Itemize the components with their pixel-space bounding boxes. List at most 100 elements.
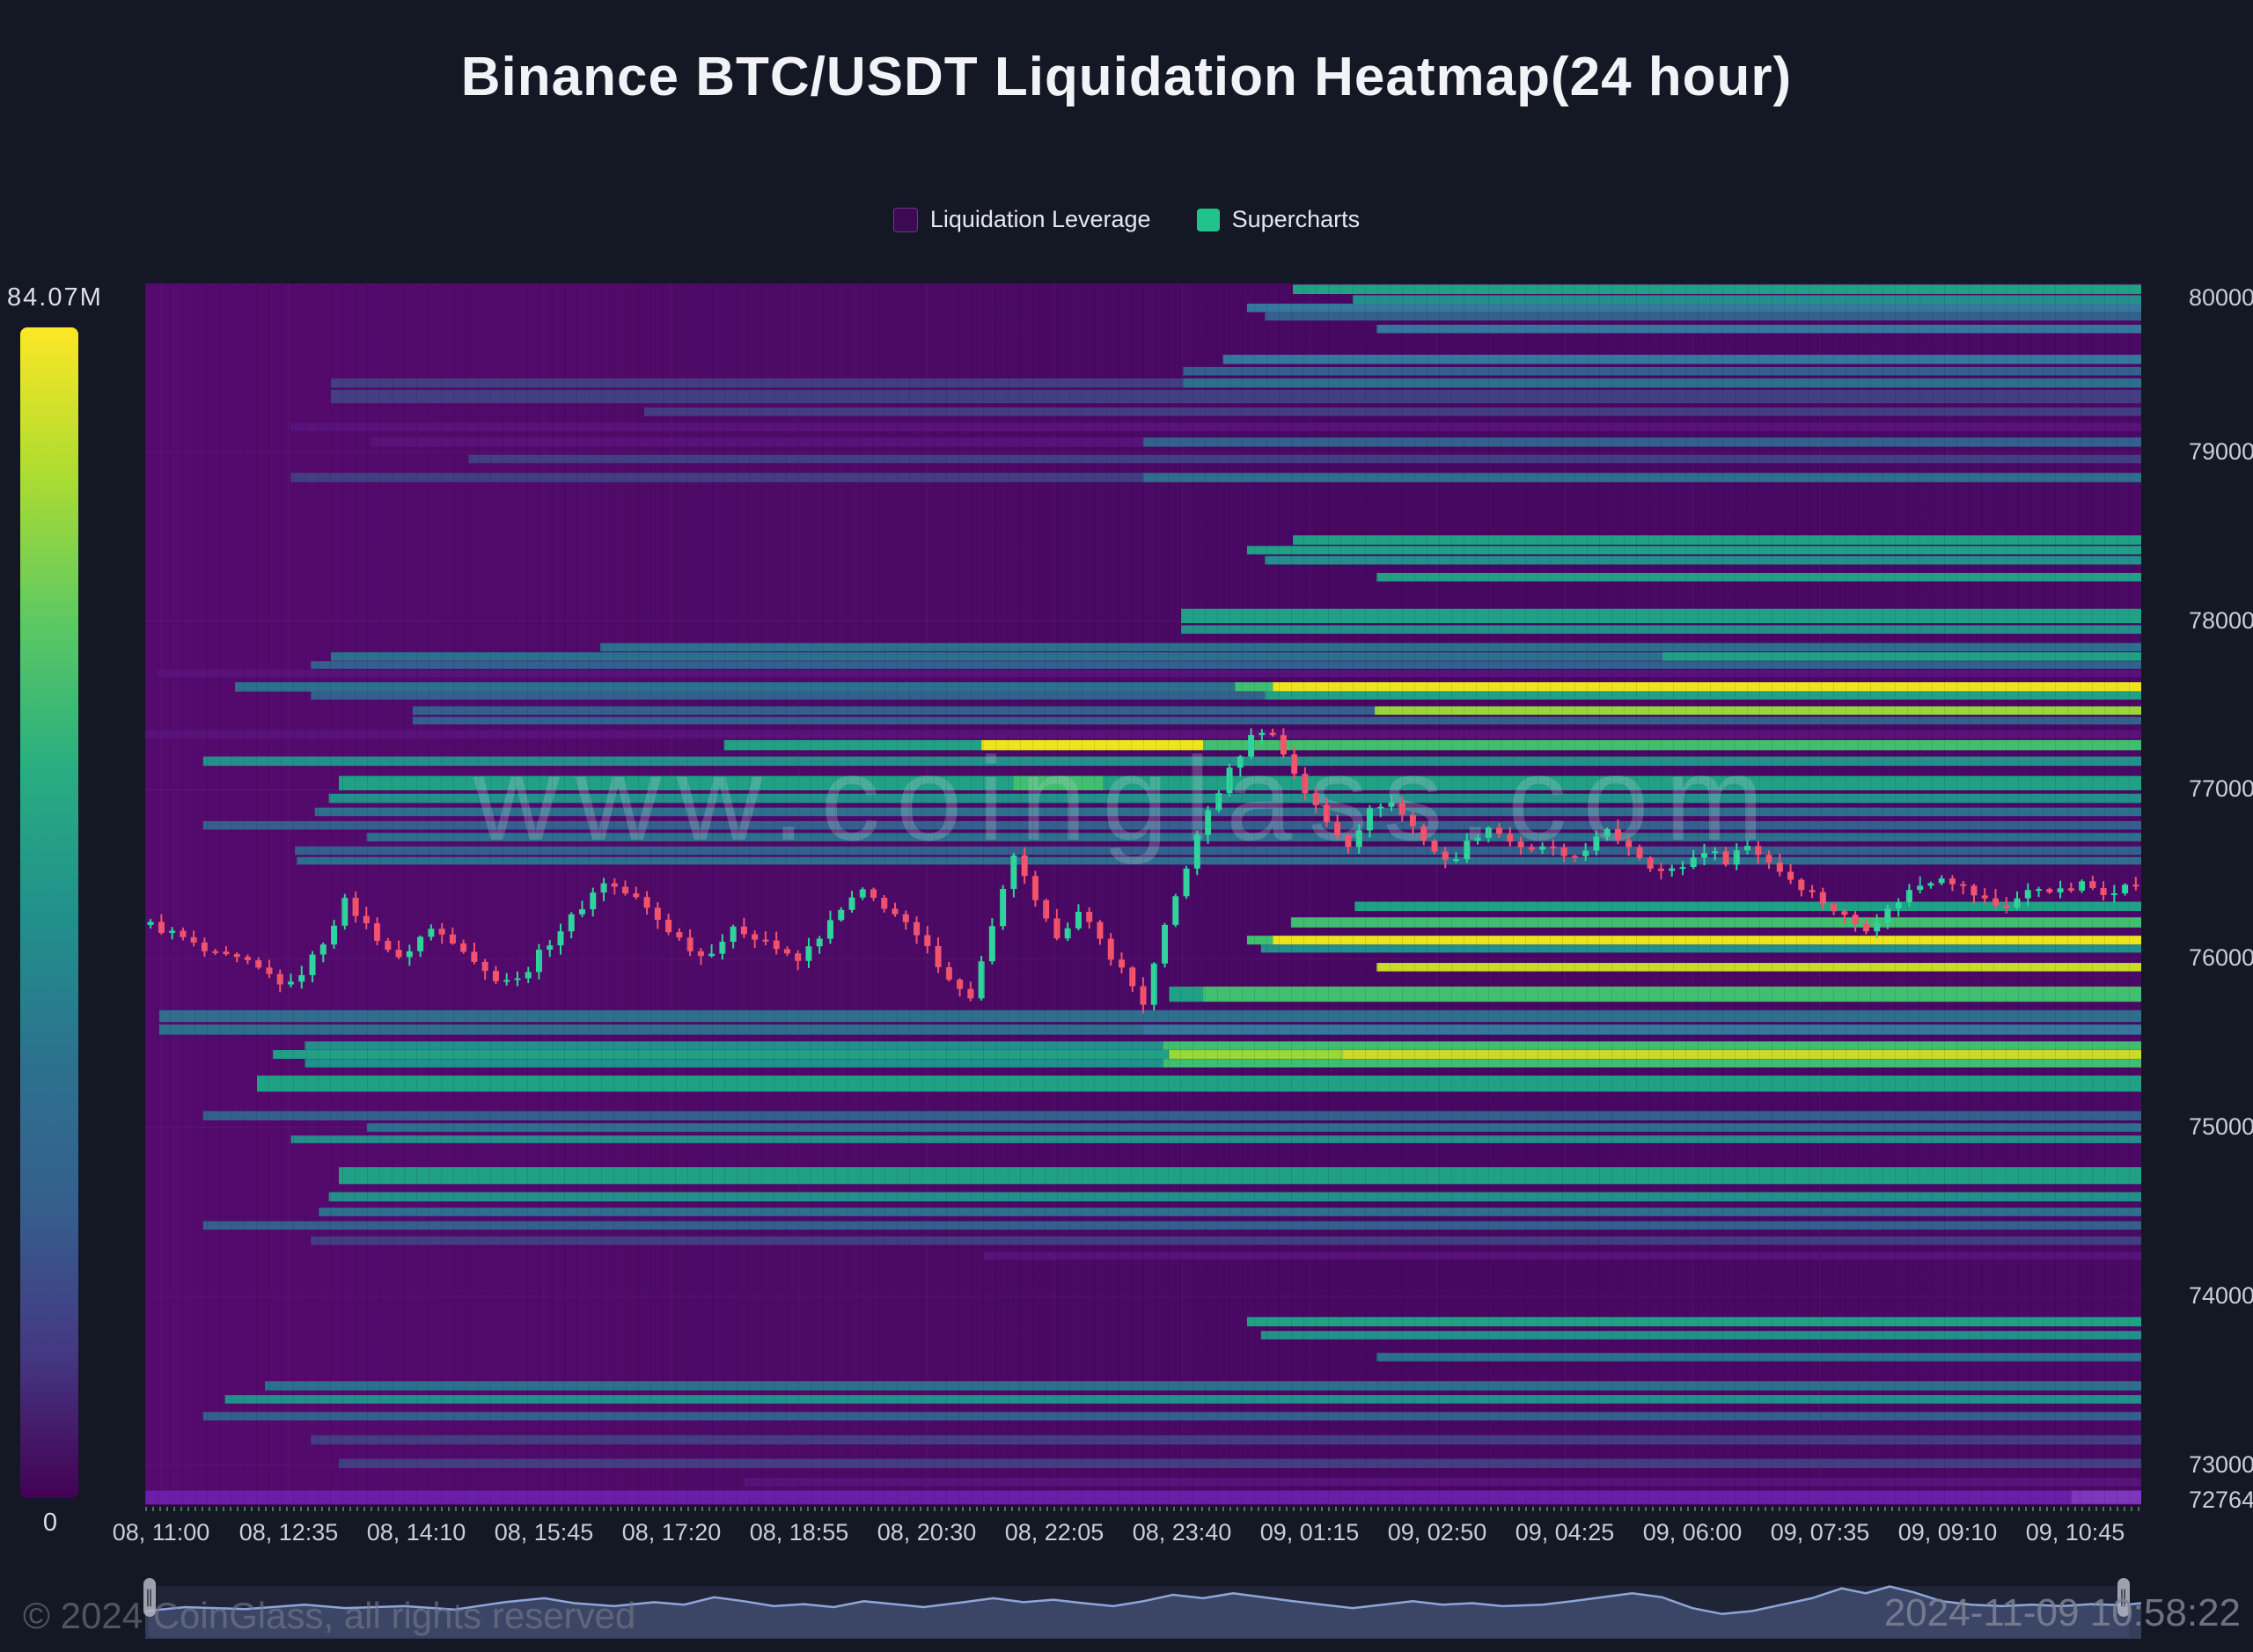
heatmap-stripe [319,1208,2141,1216]
candlestick [525,972,532,979]
candlestick [341,898,349,926]
navigator-selected-range[interactable] [149,1586,2129,1637]
navigator-line [145,1585,2141,1616]
x-axis-label: 09, 02:50 [1387,1519,1487,1546]
colorbar-gradient [20,327,78,1498]
candlestick [730,926,737,942]
candlestick [1377,806,1384,809]
candlestick [579,909,586,914]
candlestick [826,920,833,939]
heatmap-stripe [297,856,2141,865]
colorbar-min-label: 0 [42,1509,60,1537]
heatmap-stripe [1235,682,1273,692]
candlestick [1355,830,1362,848]
legend: Liquidation Leverage Supercharts [0,206,2253,233]
heatmap-stripe [224,1395,2141,1404]
heatmap-stripe [1203,739,2141,751]
heatmap-stripe [311,1236,2141,1245]
heatmap-stripe [202,756,2141,767]
heatmap-stripe [328,793,2141,804]
candlestick [1938,878,1945,884]
candlestick [1323,804,1330,823]
heatmap-stripe [1222,355,2141,364]
legend-label: Supercharts [1231,206,1361,232]
candlestick [816,938,823,947]
heatmap-stripe [338,775,1014,790]
candlestick [1431,841,1438,852]
heatmap-stripe [1103,775,2141,790]
candlestick [1345,835,1352,848]
candlestick [654,907,661,921]
candlestick [838,909,845,921]
candlestick [2100,888,2107,895]
candlestick [438,929,445,935]
y-axis-label: 78000 [2189,606,2253,634]
heatmap-stripe [983,1252,2141,1260]
candlestick [957,980,964,989]
candlestick [1852,914,1859,924]
heatmap-plot-area[interactable]: www.coinglass.com [145,283,2141,1505]
candlestick [1560,847,1567,856]
candlestick [2057,888,2064,892]
heatmap-stripe [1273,682,2141,692]
heatmap-stripe [202,820,2141,830]
candlestick [557,931,564,946]
liquidation-stripes [145,284,2141,1504]
legend-item-supercharts[interactable]: Supercharts [1196,206,1361,233]
candlestick [568,914,575,932]
heatmap-stripe [468,454,2141,464]
candlestick [385,940,392,951]
heatmap-stripe [257,1076,2141,1092]
candlestick-series [147,728,2139,1014]
heatmap-stripe [2071,1490,2141,1504]
candlestick [1765,855,1772,863]
candlestick [2036,889,2043,892]
candlestick [945,966,952,980]
heatmap-stripe [1260,944,2141,953]
y-axis-label: 74000 [2189,1281,2253,1309]
candlestick [363,915,370,924]
candlestick [1420,826,1427,841]
candlestick [1960,884,1967,886]
heatmap-stripe [145,730,2141,738]
heatmap-stripe [311,691,1266,700]
x-axis-label: 08, 12:35 [239,1519,339,1546]
candlestick [2014,898,2021,908]
heatmap-stripe [265,1381,2141,1391]
y-axis-label: 80000 [2189,284,2253,311]
candlestick [1712,851,1719,854]
candlestick [1948,878,1956,885]
candlestick [276,973,283,985]
candlestick [2046,889,2053,892]
candlestick [1334,822,1341,836]
candlestick [492,971,499,981]
candlestick [1669,868,1676,871]
heatmap-stripe [330,378,1184,388]
candlestick [1237,756,1244,768]
legend-item-liquidation-leverage[interactable]: Liquidation Leverage [892,206,1151,233]
candlestick [1831,904,1838,912]
candlestick [288,981,295,985]
navigator-handle-left[interactable]: ∥ [143,1578,156,1617]
heatmap-stripe [1376,572,2141,582]
candlestick [233,954,240,958]
candlestick [1259,732,1266,736]
timeline-navigator[interactable] [145,1574,2141,1639]
heatmap-stripe [1293,535,2141,545]
heatmap-stripe [1260,1331,2141,1340]
heatmap-stripe [723,739,982,751]
heatmap-stripe [1265,312,2141,321]
candlestick [298,974,305,982]
candlestick [2024,890,2031,899]
heatmap-stripe [1246,936,1273,945]
candlestick [1798,879,1805,891]
candlestick [1193,834,1200,869]
candlestick [2003,905,2010,908]
candlestick [1302,774,1309,794]
candlestick [1507,833,1514,842]
navigator-handle-right[interactable]: ∥ [2117,1578,2130,1617]
candlestick [481,961,488,972]
candlestick [223,951,230,955]
heatmap-stripe [1181,608,2141,624]
